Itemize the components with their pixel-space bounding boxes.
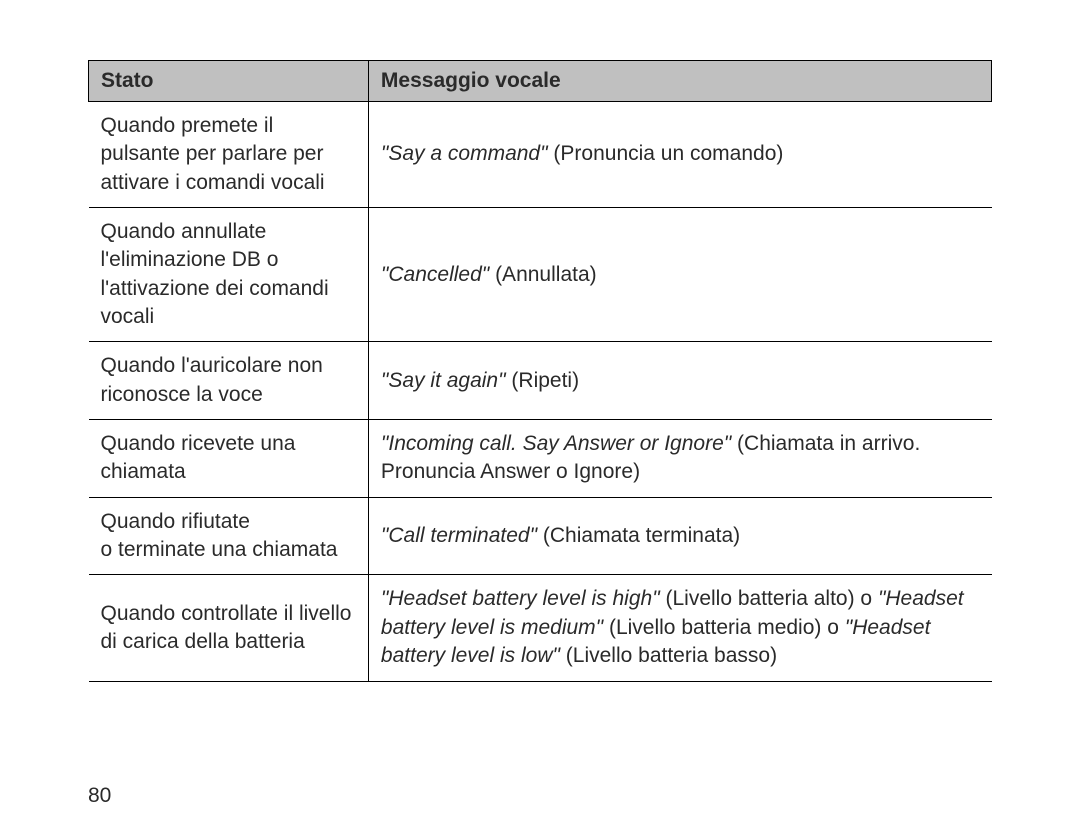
voice-phrase: "Say it again" (381, 369, 506, 392)
voice-translation: (Annullata) (489, 263, 596, 286)
voice-translation: (Livello batteria alto) o (660, 587, 878, 610)
cell-stato: Quando rifiutate o terminate una chiamat… (89, 497, 369, 575)
cell-stato: Quando ricevete una chiamata (89, 420, 369, 498)
cell-stato: Quando annullate l'eliminazione DB o l'a… (89, 208, 369, 342)
header-messaggio: Messaggio vocale (368, 61, 991, 102)
voice-translation: (Livello batteria basso) (560, 644, 777, 667)
cell-stato: Quando controllate il livello di carica … (89, 575, 369, 681)
voice-translation: (Pronuncia un comando) (548, 142, 784, 165)
page-number: 80 (88, 784, 111, 808)
table-row: Quando ricevete una chiamata "Incoming c… (89, 420, 992, 498)
cell-voice: "Incoming call. Say Answer or Ignore" (C… (368, 420, 991, 498)
voice-phrase: "Cancelled" (381, 263, 489, 286)
table-row: Quando controllate il livello di carica … (89, 575, 992, 681)
voice-phrase: "Call terminated" (381, 524, 537, 547)
voice-phrase: "Say a command" (381, 142, 548, 165)
header-stato: Stato (89, 61, 369, 102)
page-container: Stato Messaggio vocale Quando premete il… (0, 0, 1080, 840)
voice-messages-table: Stato Messaggio vocale Quando premete il… (88, 60, 992, 682)
cell-voice: "Cancelled" (Annullata) (368, 208, 991, 342)
voice-phrase: "Incoming call. Say Answer or Ignore" (381, 432, 731, 455)
table-row: Quando premete il pulsante per parlare p… (89, 102, 992, 208)
cell-voice: "Say a command" (Pronuncia un comando) (368, 102, 991, 208)
stato-line2: o terminate una chiamata (101, 538, 338, 561)
cell-voice: "Say it again" (Ripeti) (368, 342, 991, 420)
cell-stato: Quando premete il pulsante per parlare p… (89, 102, 369, 208)
voice-phrase: "Headset battery level is high" (381, 587, 660, 610)
cell-voice: "Call terminated" (Chiamata terminata) (368, 497, 991, 575)
cell-stato: Quando l'auricolare non riconosce la voc… (89, 342, 369, 420)
table-row: Quando rifiutate o terminate una chiamat… (89, 497, 992, 575)
table-header-row: Stato Messaggio vocale (89, 61, 992, 102)
cell-voice: "Headset battery level is high" (Livello… (368, 575, 991, 681)
table-row: Quando l'auricolare non riconosce la voc… (89, 342, 992, 420)
voice-translation: (Chiamata terminata) (537, 524, 740, 547)
voice-translation: (Livello batteria medio) o (603, 616, 845, 639)
stato-line1: Quando rifiutate (101, 510, 250, 533)
table-row: Quando annullate l'eliminazione DB o l'a… (89, 208, 992, 342)
voice-translation: (Ripeti) (506, 369, 580, 392)
